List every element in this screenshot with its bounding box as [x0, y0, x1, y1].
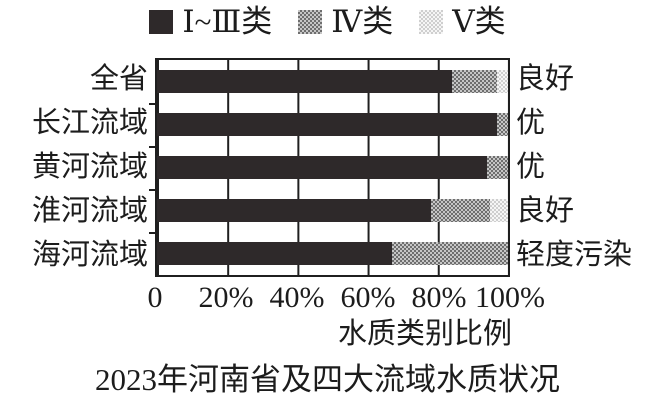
- x-tick-label: 20%: [198, 281, 254, 314]
- legend: Ⅰ~Ⅲ类 Ⅳ类 Ⅴ类: [0, 6, 655, 37]
- legend-item-class1-3: Ⅰ~Ⅲ类: [149, 6, 272, 37]
- plot-area: [149, 58, 510, 277]
- y-axis-tick: [149, 146, 157, 148]
- bar: [157, 199, 508, 222]
- bar: [157, 156, 508, 179]
- segment-class1-3: [157, 70, 452, 93]
- x-tick-label: 60%: [340, 281, 396, 314]
- segment-class4: [430, 199, 491, 222]
- category-label: 海河流域: [31, 238, 148, 271]
- segment-class4: [451, 70, 498, 93]
- legend-swatch-gray-checker-icon: [298, 9, 323, 34]
- segment-class1-3: [157, 113, 498, 136]
- legend-label: Ⅴ类: [452, 4, 506, 39]
- legend-item-class5: Ⅴ类: [419, 4, 506, 39]
- y-axis-category-labels: 全省 长江流域 黄河流域 淮河流域 海河流域: [0, 58, 148, 277]
- category-label: 长江流域: [31, 107, 148, 140]
- category-label: 淮河流域: [31, 194, 148, 227]
- status-label: 轻度污染: [516, 238, 633, 271]
- bar-rows: [157, 60, 508, 275]
- status-label: 优: [516, 150, 546, 183]
- segment-class1-3: [157, 156, 487, 179]
- segment-class5: [490, 199, 508, 222]
- y-axis-tick: [149, 189, 157, 191]
- segment-class1-3: [157, 242, 393, 265]
- chart-title: 2023年河南省及四大流域水质状况: [95, 362, 560, 397]
- x-axis-tick-labels: 0 20% 40% 60% 80% 100%: [148, 281, 546, 317]
- x-tick-label: 40%: [269, 281, 325, 314]
- x-tick-label: 0: [147, 281, 163, 314]
- status-labels-column: 良好 优 优 良好 轻度污染: [516, 58, 655, 277]
- y-axis-tick: [149, 103, 157, 105]
- status-label: 优: [516, 107, 546, 140]
- segment-class5: [497, 70, 508, 93]
- bar: [157, 113, 508, 136]
- legend-item-class4: Ⅳ类: [298, 6, 393, 37]
- segment-class4: [486, 156, 508, 179]
- x-tick-label: 100%: [475, 281, 545, 314]
- category-label: 黄河流域: [31, 150, 148, 183]
- y-axis-tick: [149, 232, 157, 234]
- status-label: 良好: [516, 63, 575, 96]
- segment-class4: [497, 113, 508, 136]
- segment-class4: [392, 242, 508, 265]
- legend-label: Ⅰ~Ⅲ类: [182, 4, 273, 39]
- legend-swatch-dark-icon: [149, 9, 174, 34]
- bar: [157, 70, 508, 93]
- legend-label: Ⅳ类: [331, 4, 394, 39]
- x-axis-label: 水质类别比例: [337, 318, 512, 350]
- segment-class1-3: [157, 199, 431, 222]
- status-label: 良好: [516, 194, 575, 227]
- x-tick-label: 80%: [411, 281, 467, 314]
- bar: [157, 242, 508, 265]
- category-label: 全省: [89, 63, 148, 96]
- legend-swatch-light-dotted-icon: [419, 9, 444, 34]
